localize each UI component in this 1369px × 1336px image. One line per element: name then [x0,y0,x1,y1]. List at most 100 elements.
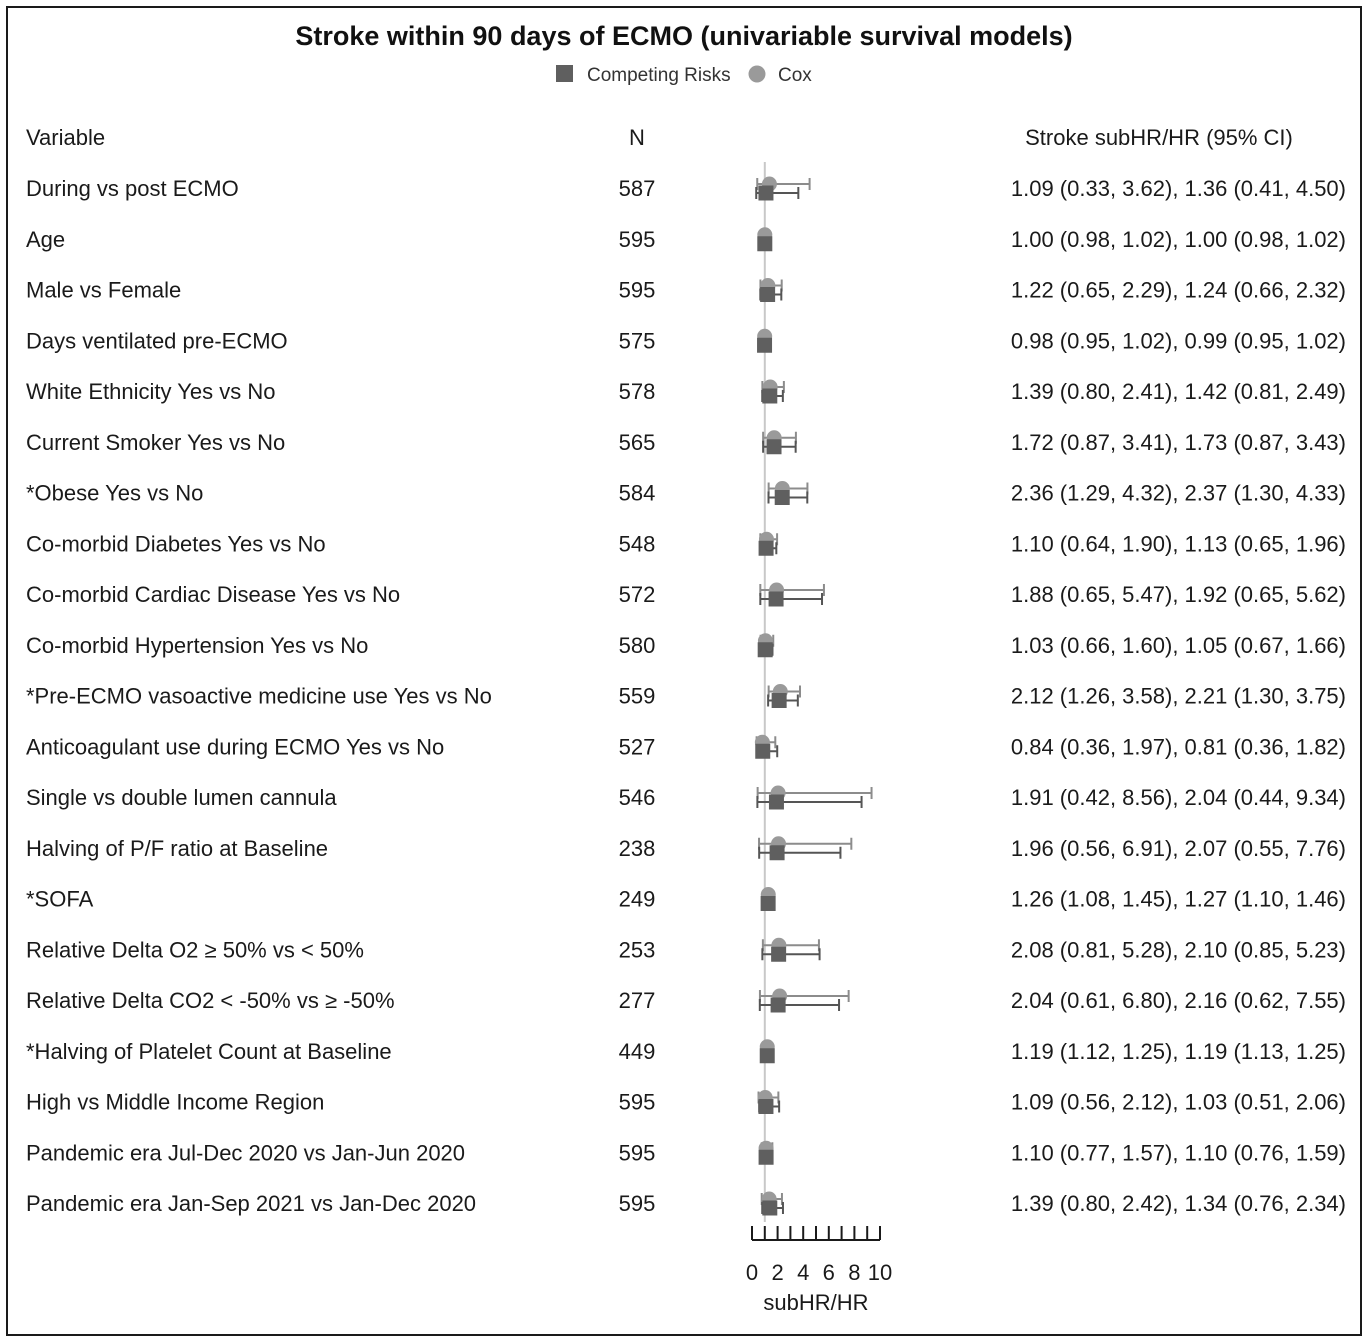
table-row: High vs Middle Income Region 595 1.09 (0.5… [26,1090,1346,1115]
row-label: Age [26,227,65,252]
row-estimate: 1.72 (0.87, 3.41), 1.73 (0.87, 3.43) [1011,430,1346,455]
competing-risks-ci-bar [761,948,821,961]
row-n: 587 [619,176,656,201]
row-estimate: 0.84 (0.36, 1.97), 0.81 (0.36, 1.82) [1011,734,1346,759]
row-n: 559 [619,684,656,709]
row-n: 595 [619,1090,656,1115]
row-n: 595 [619,227,656,252]
row-estimate: 0.98 (0.95, 1.02), 0.99 (0.95, 1.02) [1011,328,1346,353]
header-variable: Variable [26,125,105,150]
row-label: Co-morbid Diabetes Yes vs No [26,531,326,556]
x-tick-label: 2 [771,1260,783,1285]
row-label: Pandemic era Jul-Dec 2020 vs Jan-Jun 202… [26,1140,465,1165]
header-n: N [629,125,645,150]
row-label: Co-morbid Cardiac Disease Yes vs No [26,582,400,607]
legend-marker-cox [748,65,766,83]
row-label: Relative Delta CO2 < -50% vs ≥ -50% [26,988,395,1013]
row-label: Days ventilated pre-ECMO [26,328,288,353]
table-row: *SOFA 249 1.26 (1.08, 1.45), 1.27 (1.10, 1… [26,887,1346,912]
table-row: During vs post ECMO 587 1.09 (0.33, 3.62),… [26,176,1346,201]
row-label: Male vs Female [26,278,181,303]
column-headers: Variable N Stroke subHR/HR (95% CI) [26,125,1293,150]
legend-label-cox: Cox [778,65,812,86]
table-row: Days ventilated pre-ECMO 575 0.98 (0.95, 1… [26,328,1346,353]
row-label: *Pre-ECMO vasoactive medicine use Yes vs… [26,684,492,709]
row-label: *Halving of Platelet Count at Baseline [26,1039,392,1064]
row-n: 527 [619,734,656,759]
competing-risks-point [758,185,774,201]
competing-risks-point [758,540,774,556]
table-row: Male vs Female 595 1.22 (0.65, 2.29), 1.24… [26,278,1346,303]
table-row: *Obese Yes vs No 584 2.36 (1.29, 4.32), 2.… [26,481,1346,506]
x-tick-label: 0 [746,1260,758,1285]
row-n: 548 [619,531,656,556]
row-label: *SOFA [26,887,94,912]
row-n: 595 [619,278,656,303]
table-row: Halving of P/F ratio at Baseline 238 1.96 … [26,836,1346,861]
competing-risks-point [757,337,773,353]
row-estimate: 1.00 (0.98, 1.02), 1.00 (0.98, 1.02) [1011,227,1346,252]
row-estimate: 1.19 (1.12, 1.25), 1.19 (1.13, 1.25) [1011,1039,1346,1064]
row-label: Relative Delta O2 ≥ 50% vs < 50% [26,937,364,962]
table-row: Anticoagulant use during ECMO Yes vs No 5… [26,734,1346,759]
x-tick-label: 10 [868,1260,892,1285]
competing-risks-point [757,642,773,658]
table-row: Co-morbid Diabetes Yes vs No 548 1.10 (0.6… [26,531,1346,556]
table-row: *Pre-ECMO vasoactive medicine use Yes vs… [26,684,1346,709]
table-rows: During vs post ECMO 587 1.09 (0.33, 3.62),… [26,176,1346,1216]
row-label: Single vs double lumen cannula [26,785,337,810]
competing-risks-point [759,1048,775,1064]
table-row: Relative Delta O2 ≥ 50% vs < 50% 253 2.08 … [26,937,1346,962]
row-label: During vs post ECMO [26,176,239,201]
row-label: Current Smoker Yes vs No [26,430,285,455]
row-estimate: 1.10 (0.64, 1.90), 1.13 (0.65, 1.96) [1011,531,1346,556]
row-label: White Ethnicity Yes vs No [26,379,275,404]
row-label: Co-morbid Hypertension Yes vs No [26,633,368,658]
row-n: 565 [619,430,656,455]
row-n: 575 [619,328,656,353]
row-n: 580 [619,633,656,658]
row-n: 546 [619,785,656,810]
row-estimate: 1.09 (0.56, 2.12), 1.03 (0.51, 2.06) [1011,1090,1346,1115]
table-row: Current Smoker Yes vs No 565 1.72 (0.87, 3… [26,430,1346,455]
x-tick-label: 4 [797,1260,809,1285]
competing-risks-point [771,946,787,962]
row-n: 449 [619,1039,656,1064]
competing-risks-point [762,1200,778,1216]
row-n: 578 [619,379,656,404]
row-label: *Obese Yes vs No [26,481,203,506]
competing-risks-point [766,439,782,455]
legend-marker-competing-risks [556,65,573,82]
row-estimate: 1.39 (0.80, 2.41), 1.42 (0.81, 2.49) [1011,379,1346,404]
chart-title: Stroke within 90 days of ECMO (univariab… [295,21,1072,51]
row-estimate: 1.39 (0.80, 2.42), 1.34 (0.76, 2.34) [1011,1191,1346,1216]
competing-risks-point [758,1149,774,1165]
row-label: Halving of P/F ratio at Baseline [26,836,328,861]
row-estimate: 1.88 (0.65, 5.47), 1.92 (0.65, 5.62) [1011,582,1346,607]
competing-risks-point [768,794,784,810]
competing-risks-point [762,388,778,404]
row-estimate: 1.10 (0.77, 1.57), 1.10 (0.76, 1.59) [1011,1140,1346,1165]
row-label: Anticoagulant use during ECMO Yes vs No [26,734,444,759]
table-row: White Ethnicity Yes vs No 578 1.39 (0.80, … [26,379,1346,404]
row-estimate: 2.36 (1.29, 4.32), 2.37 (1.30, 4.33) [1011,481,1346,506]
row-n: 584 [619,481,656,506]
row-n: 277 [619,988,656,1013]
table-row: Co-morbid Cardiac Disease Yes vs No 572 1.… [26,582,1346,607]
competing-risks-point [760,896,776,911]
table-row: Co-morbid Hypertension Yes vs No 580 1.03 … [26,633,1346,658]
row-n: 253 [619,937,656,962]
x-tick-label: 6 [823,1260,835,1285]
x-axis: 0 2 4 6 8 10 [746,1226,892,1285]
competing-risks-point [769,845,785,861]
table-row: Pandemic era Jul-Dec 2020 vs Jan-Jun 202… [26,1140,1346,1165]
row-label: High vs Middle Income Region [26,1090,324,1115]
row-n: 595 [619,1140,656,1165]
row-n: 249 [619,887,656,912]
row-estimate: 1.09 (0.33, 3.62), 1.36 (0.41, 4.50) [1011,176,1346,201]
row-estimate: 1.22 (0.65, 2.29), 1.24 (0.66, 2.32) [1011,278,1346,303]
competing-risks-point [755,743,771,759]
x-axis-label: subHR/HR [763,1290,868,1315]
row-estimate: 2.12 (1.26, 3.58), 2.21 (1.30, 3.75) [1011,684,1346,709]
row-n: 595 [619,1191,656,1216]
